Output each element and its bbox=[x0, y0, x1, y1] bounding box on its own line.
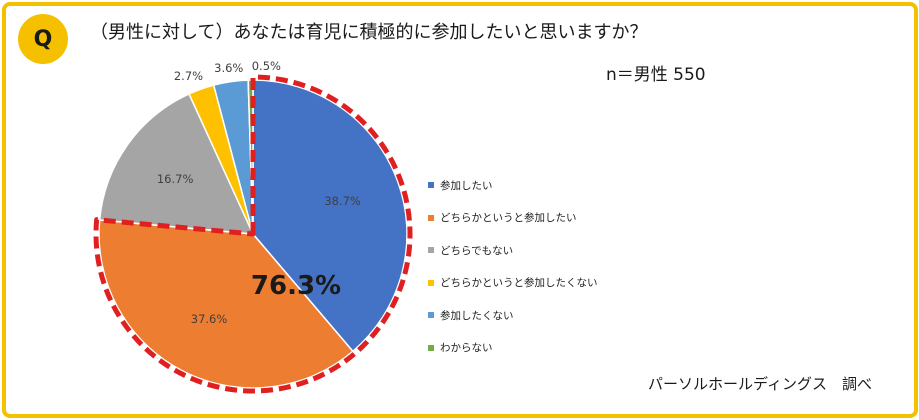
legend-item-2: どちらかというと参加したい bbox=[428, 211, 577, 225]
question-badge-label: Q bbox=[33, 26, 53, 52]
legend-swatch bbox=[428, 312, 434, 318]
legend-item-4: どちらかというと参加したくない bbox=[428, 276, 598, 290]
pie-value-label-3: 16.7% bbox=[157, 172, 194, 186]
legend-swatch bbox=[428, 182, 434, 188]
source-credit: パーソルホールディングス 調べ bbox=[648, 375, 872, 393]
legend-swatch bbox=[428, 279, 434, 286]
pie-value-label-4: 2.7% bbox=[174, 69, 203, 83]
question-title: （男性に対して）あなたは育児に積極的に参加したいと思いますか？ bbox=[90, 22, 648, 43]
pie-value-label-5: 3.6% bbox=[214, 61, 243, 75]
legend-swatch bbox=[428, 247, 434, 253]
legend-item-5: 参加したくない bbox=[428, 308, 514, 322]
legend-swatch bbox=[428, 344, 434, 351]
legend-label: どちらでもない bbox=[440, 244, 514, 257]
legend-item-6: わからない bbox=[428, 341, 493, 355]
pie-slice-2 bbox=[98, 219, 354, 389]
legend-label: どちらかというと参加したい bbox=[440, 212, 577, 224]
legend-label: わからない bbox=[440, 342, 493, 354]
pie-slice-1 bbox=[252, 79, 408, 353]
question-badge: Q bbox=[18, 14, 68, 64]
legend-item-3: どちらでもない bbox=[428, 243, 513, 257]
legend-swatch bbox=[428, 214, 434, 221]
legend-label: 参加したくない bbox=[440, 309, 514, 322]
highlight-total-label: 76.3% bbox=[251, 271, 341, 301]
pie-value-label-2: 37.6% bbox=[191, 312, 228, 326]
pie-slice-3 bbox=[98, 92, 255, 235]
legend-label: どちらかというと参加したくない bbox=[440, 277, 598, 289]
pie-value-label-6: 0.5% bbox=[252, 59, 281, 73]
legend-label: 参加したい bbox=[440, 179, 493, 192]
sample-size-label: n＝男性 550 bbox=[606, 65, 706, 85]
pie-value-label-1: 38.7% bbox=[324, 194, 361, 208]
highlight-outline bbox=[93, 74, 413, 394]
legend-item-1: 参加したい bbox=[428, 178, 493, 192]
